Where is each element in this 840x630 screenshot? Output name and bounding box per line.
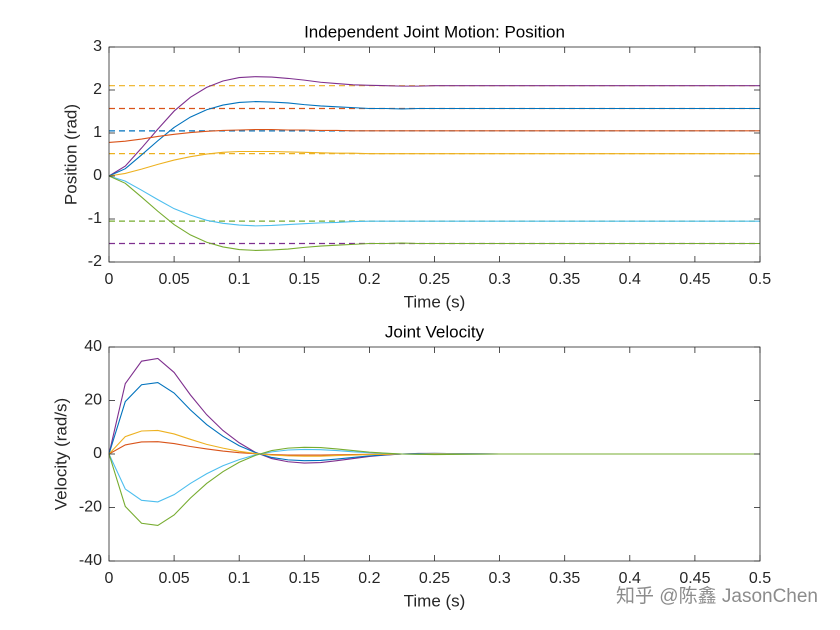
x-tick-label: 0.15 <box>289 271 320 288</box>
y-tick-label: -1 <box>88 210 102 227</box>
y-tick-label: 0 <box>93 167 102 184</box>
series-line <box>108 175 760 251</box>
x-tick-label: 0.5 <box>749 570 771 587</box>
x-tick-label: 0.35 <box>549 271 580 288</box>
x-tick-label: 0.3 <box>488 570 510 587</box>
x-tick-label: 0.05 <box>159 570 190 587</box>
y-tick-label: -40 <box>79 552 102 569</box>
x-tick-label: 0.25 <box>419 271 450 288</box>
y-tick-label: -2 <box>88 253 102 270</box>
x-tick-label: 0.3 <box>488 271 510 288</box>
y-tick-label: -20 <box>79 499 102 516</box>
y-axis-label: Position (rad) <box>61 104 80 205</box>
y-tick-label: 0 <box>93 445 102 462</box>
x-tick-label: 0.1 <box>228 570 250 587</box>
x-tick-label: 0 <box>105 570 114 587</box>
x-tick-label: 0.4 <box>619 271 641 288</box>
x-tick-label: 0.45 <box>679 570 710 587</box>
x-tick-label: 0.25 <box>419 570 450 587</box>
y-tick-label: 2 <box>93 81 102 98</box>
x-tick-label: 0.5 <box>749 271 771 288</box>
chart-title: Independent Joint Motion: Position <box>304 22 565 41</box>
x-axis-label: Time (s) <box>404 292 466 311</box>
x-tick-label: 0.4 <box>619 570 641 587</box>
x-tick-label: 0 <box>105 271 114 288</box>
x-tick-label: 0.15 <box>289 570 320 587</box>
x-tick-label: 0.1 <box>228 271 250 288</box>
series-line <box>108 175 760 227</box>
y-tick-label: 40 <box>84 338 102 355</box>
series-line <box>108 446 760 526</box>
watermark: 知乎 @陈鑫 JasonChen <box>616 585 818 607</box>
series-line <box>108 101 760 177</box>
y-tick-label: 20 <box>84 392 102 409</box>
y-tick-label: 3 <box>93 38 102 55</box>
x-tick-label: 0.45 <box>679 271 710 288</box>
x-tick-label: 0.2 <box>358 271 380 288</box>
y-tick-label: 1 <box>93 124 102 141</box>
x-tick-label: 0.2 <box>358 570 380 587</box>
x-axis-label: Time (s) <box>404 591 466 610</box>
x-tick-label: 0.05 <box>159 271 190 288</box>
series-line <box>108 129 760 144</box>
series-line <box>108 150 760 177</box>
x-tick-label: 0.35 <box>549 570 580 587</box>
series-line <box>108 76 760 177</box>
chart-title: Joint Velocity <box>385 322 485 341</box>
y-axis-label: Velocity (rad/s) <box>51 398 70 510</box>
